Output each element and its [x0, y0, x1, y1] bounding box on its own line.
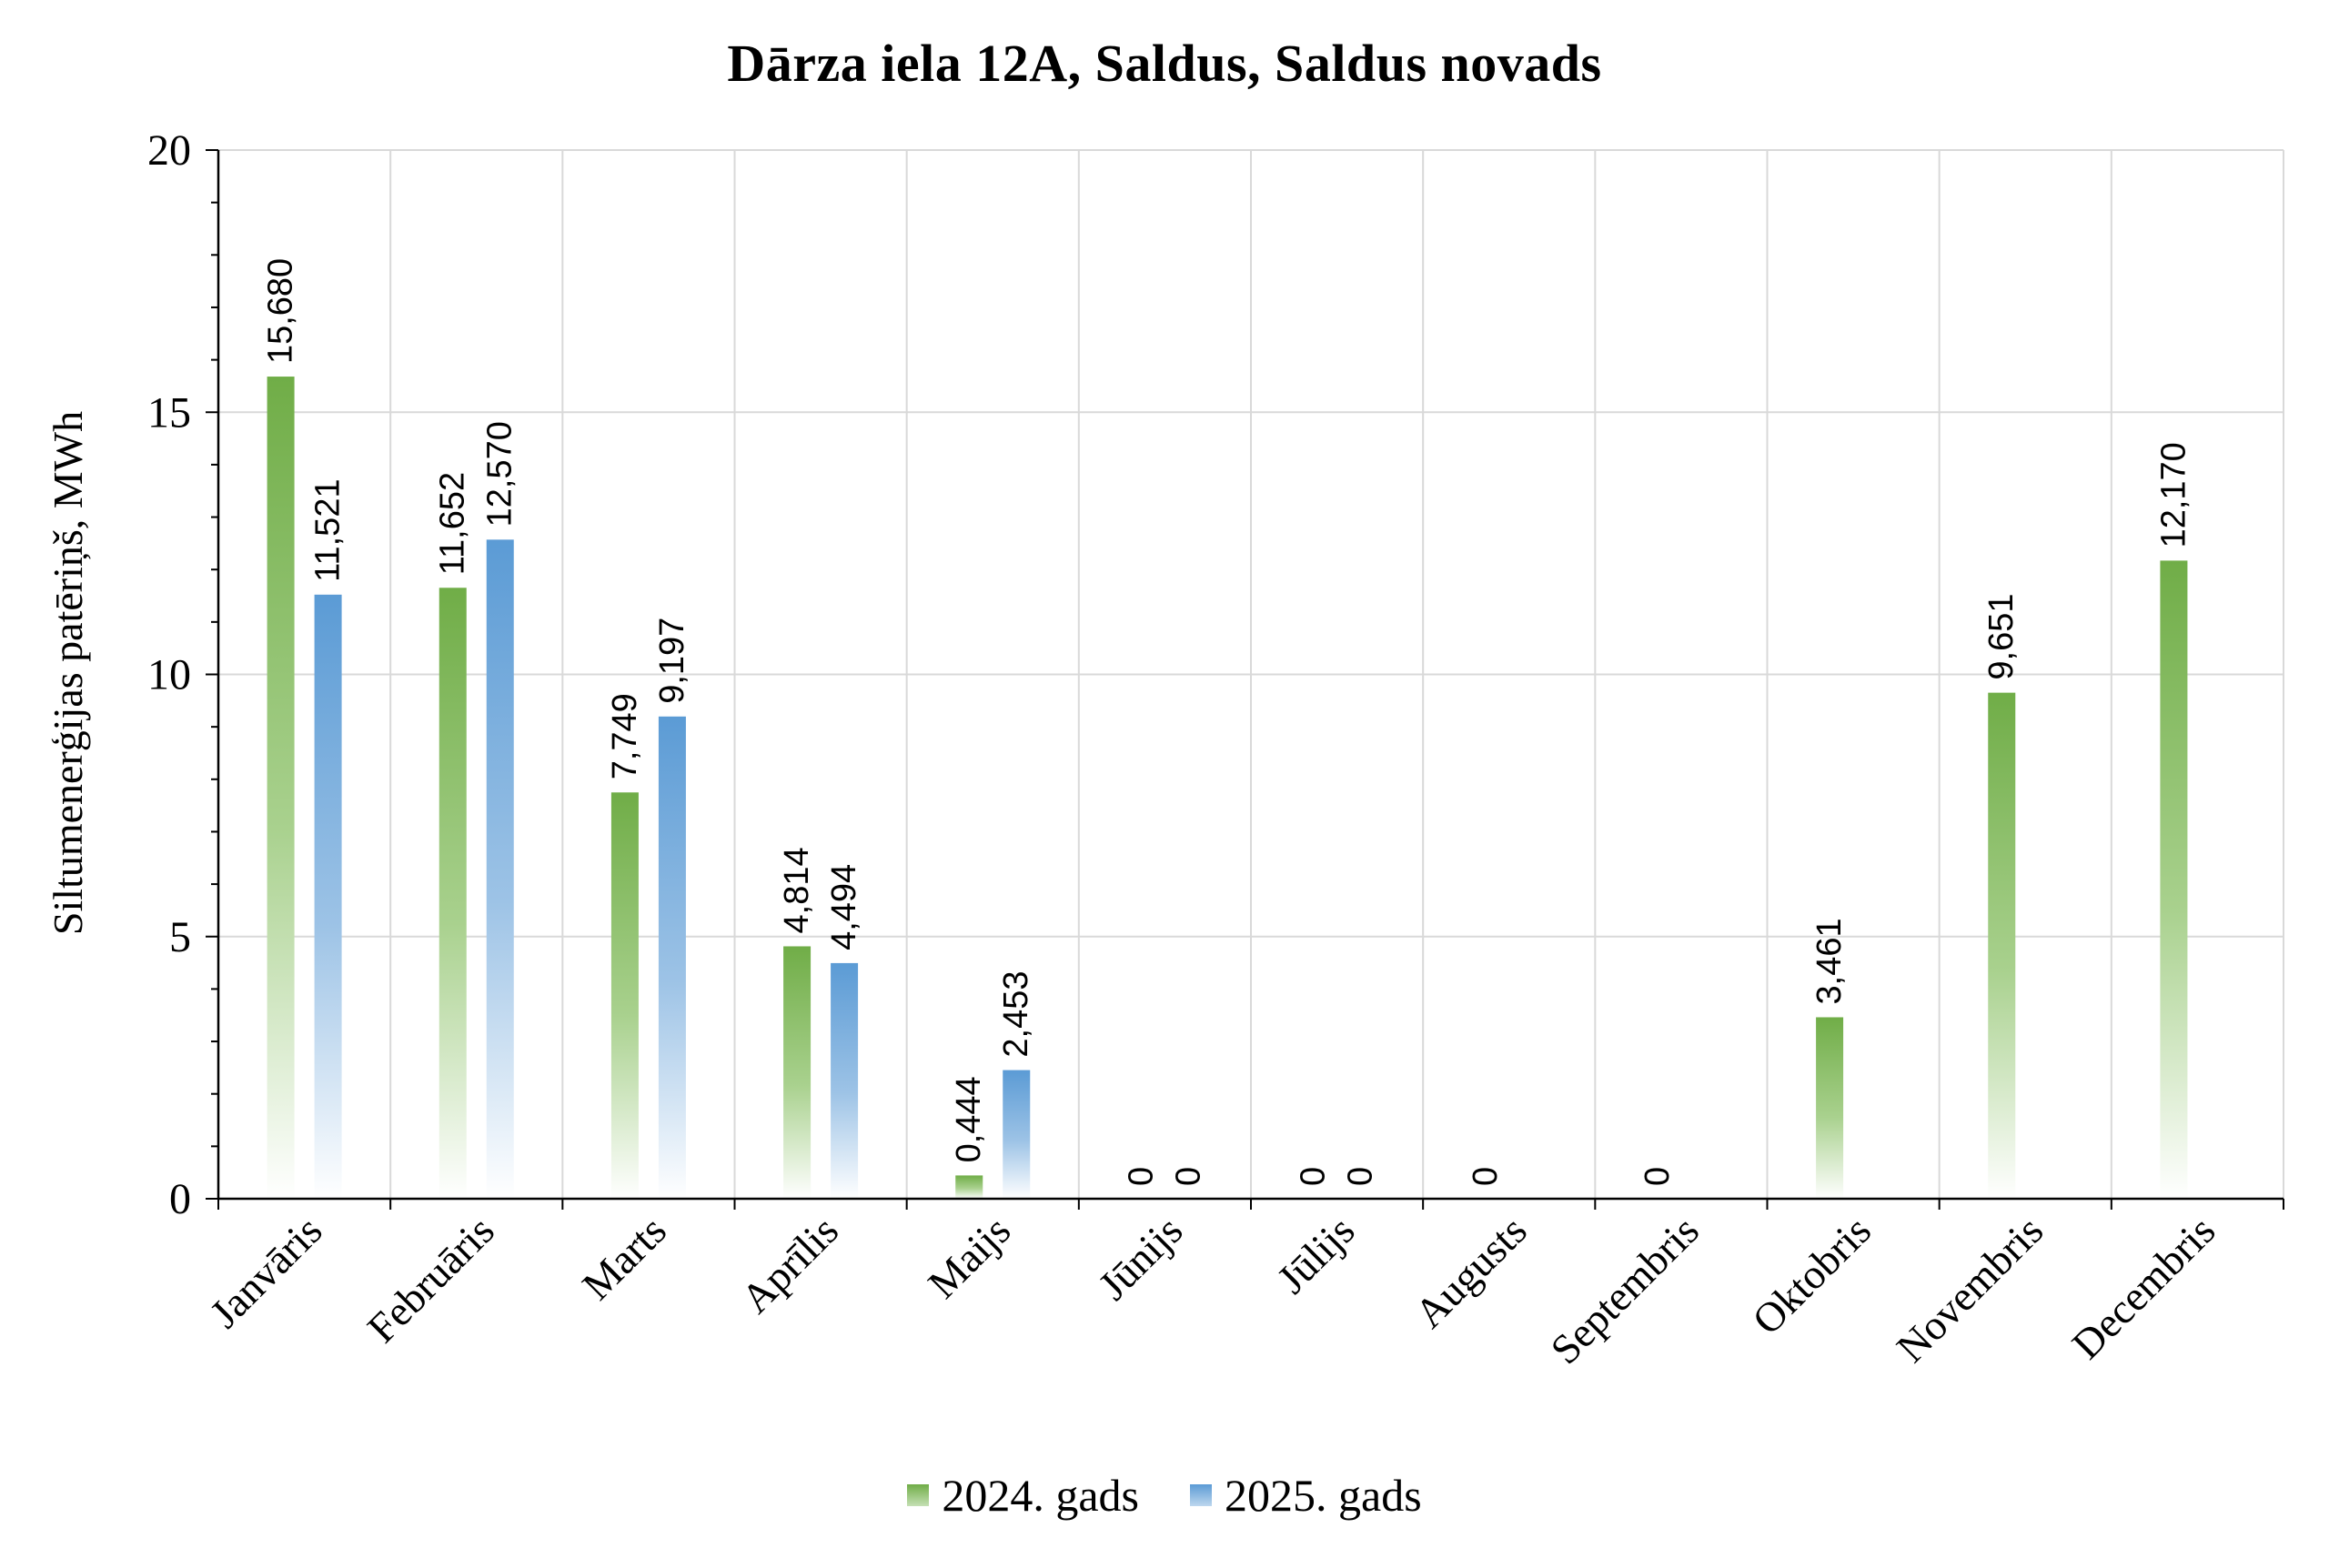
bar	[831, 962, 859, 1199]
legend-item-2025: 2025. gads	[1190, 1469, 1422, 1522]
data-label: 0	[1295, 1167, 1333, 1186]
bar	[610, 792, 639, 1199]
bars	[267, 377, 2188, 1200]
legend-item-2024: 2024. gads	[907, 1469, 1139, 1522]
x-tick-label: Februāris	[358, 1207, 503, 1352]
data-label: 15,680	[262, 258, 300, 364]
data-label: 7,749	[606, 693, 644, 779]
data-label: 11,652	[434, 472, 472, 575]
y-tick-label: 20	[147, 126, 191, 175]
x-tick-label: Maijs	[919, 1207, 1019, 1307]
bar	[1003, 1070, 1031, 1199]
y-tick-label: 5	[169, 913, 191, 961]
bar	[783, 946, 812, 1199]
data-label: 4,494	[825, 864, 863, 950]
y-tick-label: 0	[169, 1175, 191, 1223]
x-tick-label: Jūnijs	[1089, 1207, 1191, 1309]
bar	[439, 588, 467, 1199]
x-tick-label: Marts	[573, 1207, 675, 1309]
data-label: 0	[1169, 1167, 1207, 1186]
data-label: 0	[1342, 1167, 1380, 1186]
x-tick-label: Augusts	[1406, 1207, 1536, 1337]
bar	[314, 594, 342, 1199]
bar	[2160, 560, 2188, 1199]
y-tick-label: 10	[147, 651, 191, 699]
data-label: 12,570	[481, 421, 519, 527]
data-label: 0,444	[950, 1076, 988, 1162]
data-label: 0	[1122, 1167, 1160, 1186]
data-label: 0	[1467, 1167, 1505, 1186]
legend-label-2025: 2025. gads	[1225, 1470, 1422, 1521]
legend-swatch-2024	[907, 1484, 930, 1506]
bar	[486, 539, 514, 1199]
x-tick-label: Septembris	[1542, 1207, 1708, 1372]
data-label: 4,814	[778, 847, 816, 933]
legend-swatch-2025	[1190, 1484, 1212, 1506]
bar	[658, 716, 686, 1199]
data-label: 0	[1638, 1167, 1677, 1186]
x-tick-label: Aprīlis	[732, 1207, 847, 1322]
data-label: 3,461	[1810, 918, 1849, 1004]
bar	[955, 1175, 983, 1199]
bar	[267, 377, 295, 1200]
x-tick-label: Janvāris	[201, 1207, 331, 1337]
y-tick-label: 15	[147, 388, 191, 437]
gridlines	[218, 149, 2284, 1200]
x-tick-label: Decembris	[2063, 1207, 2224, 1368]
legend-label-2024: 2024. gads	[942, 1470, 1139, 1521]
data-label: 2,453	[997, 970, 1035, 1057]
x-tick-label: Oktobris	[1743, 1207, 1880, 1343]
data-label: 9,197	[653, 618, 691, 704]
y-axis-label: Siltumenerģijas patēriņš, MWh	[45, 411, 91, 935]
data-label: 9,651	[1982, 594, 2021, 680]
x-tick-label: Novembris	[1888, 1207, 2052, 1372]
data-label: 11,521	[309, 478, 348, 581]
data-label: 12,170	[2154, 442, 2193, 548]
x-tick-label: Jūlijs	[1268, 1207, 1364, 1302]
chart-title: Dārza iela 12A, Saldus, Saldus novads	[727, 34, 1602, 93]
legend: 2024. gads 2025. gads	[0, 1469, 2329, 1522]
axes: 0 5 10 15 20 Janvāris Februāris Marts Aprīlis Mai…	[147, 126, 2284, 1372]
bar	[1988, 692, 2016, 1199]
bar	[1816, 1017, 1844, 1199]
